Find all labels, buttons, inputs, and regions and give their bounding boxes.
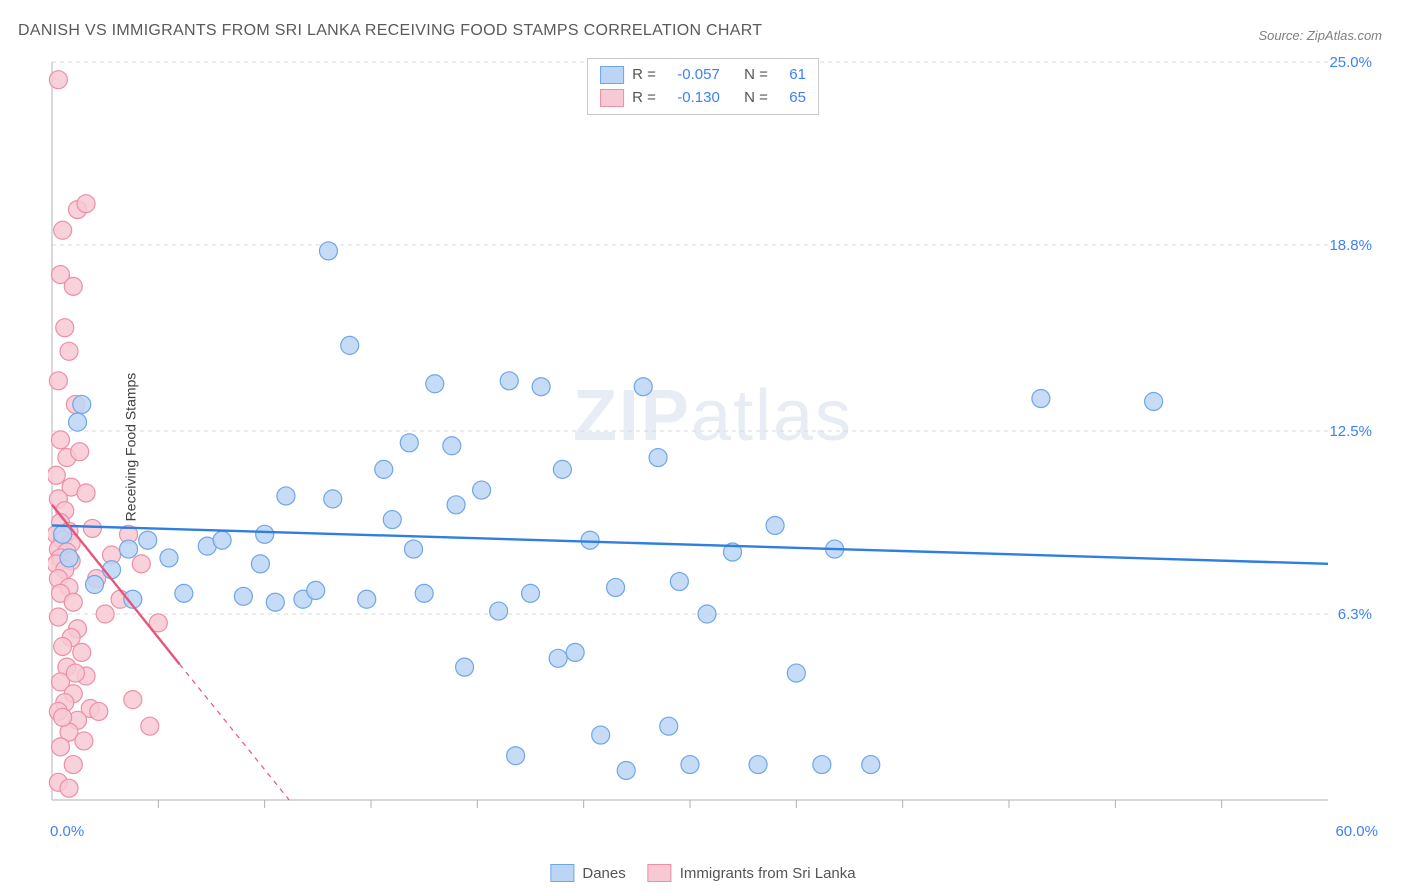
- chart-canvas: 6.3% 12.5% 18.8% 25.0%: [48, 56, 1378, 838]
- r-label: R =: [632, 64, 656, 87]
- source-attribution: Source: ZipAtlas.com: [1258, 28, 1382, 43]
- legend-label-danes: Danes: [582, 865, 625, 882]
- legend-item-danes: Danes: [550, 864, 625, 882]
- bottom-legend: Danes Immigrants from Sri Lanka: [550, 864, 855, 882]
- r-value-danes: -0.057: [664, 64, 720, 87]
- svg-text:25.0%: 25.0%: [1329, 56, 1372, 71]
- legend-swatch-danes: [550, 864, 574, 882]
- n-label: N =: [744, 64, 768, 87]
- r-value-srilanka: -0.130: [664, 87, 720, 110]
- r-label: R =: [632, 87, 656, 110]
- x-max-label: 60.0%: [1335, 823, 1378, 840]
- scatter-plot: Receiving Food Stamps ZIPatlas 6.3%12.5%…: [48, 56, 1378, 838]
- swatch-srilanka: [600, 89, 624, 107]
- stats-legend-box: R = -0.057 N = 61 R = -0.130 N = 65: [587, 58, 819, 115]
- svg-text:12.5%: 12.5%: [1329, 423, 1372, 440]
- n-value-danes: 61: [776, 64, 806, 87]
- legend-item-srilanka: Immigrants from Sri Lanka: [648, 864, 856, 882]
- x-origin-label: 0.0%: [50, 823, 84, 840]
- svg-text:6.3%: 6.3%: [1338, 606, 1372, 623]
- n-label: N =: [744, 87, 768, 110]
- chart-title: DANISH VS IMMIGRANTS FROM SRI LANKA RECE…: [18, 22, 762, 40]
- swatch-danes: [600, 66, 624, 84]
- stats-row-danes: R = -0.057 N = 61: [600, 64, 806, 87]
- n-value-srilanka: 65: [776, 87, 806, 110]
- stats-row-srilanka: R = -0.130 N = 65: [600, 87, 806, 110]
- legend-swatch-srilanka: [648, 864, 672, 882]
- svg-text:18.8%: 18.8%: [1329, 237, 1372, 254]
- legend-label-srilanka: Immigrants from Sri Lanka: [680, 865, 856, 882]
